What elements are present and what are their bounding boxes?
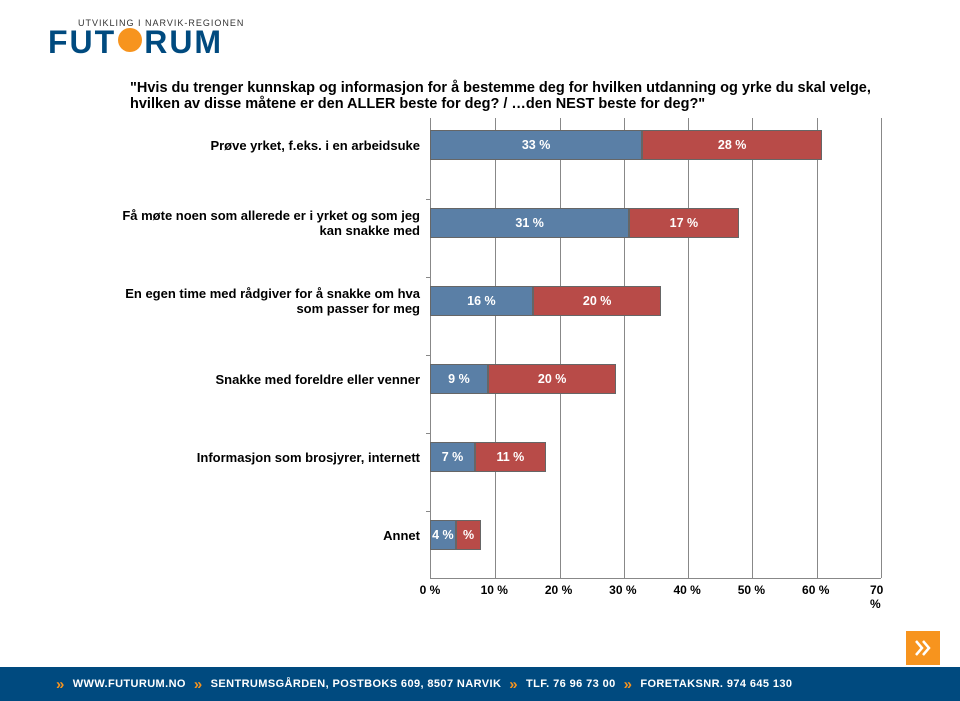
bar-group: 31 %17 % xyxy=(430,208,739,238)
footer-item: WWW.FUTURUM.NO xyxy=(73,678,186,690)
bar-segment: 20 % xyxy=(533,286,662,316)
chevron-right-icon: » xyxy=(194,677,203,692)
grid-line xyxy=(881,118,882,578)
grid-line xyxy=(817,118,818,578)
chevron-right-icon: » xyxy=(509,677,518,692)
x-axis-tick: 70 % xyxy=(870,583,890,611)
grid-line xyxy=(560,118,561,578)
category-label: Få møte noen som allerede er i yrket og … xyxy=(100,194,430,252)
nav-arrows xyxy=(906,631,940,665)
bar-segment: 20 % xyxy=(488,364,617,394)
logo-wordmark: FUT RUM xyxy=(48,28,244,57)
bar-segment: 33 % xyxy=(430,130,642,160)
x-axis-tick: 40 % xyxy=(673,583,700,597)
bar-segment: 9 % xyxy=(430,364,488,394)
footer-item: TLF. 76 96 73 00 xyxy=(526,678,616,690)
category-label: En egen time med rådgiver for å snakke o… xyxy=(100,272,430,330)
category-label: Snakke med foreldre eller venner xyxy=(100,350,430,408)
logo-orange-o-icon xyxy=(118,28,142,52)
bar-group: 7 %11 % xyxy=(430,442,546,472)
brand-logo: UTVIKLING I NARVIK-REGIONEN FUT RUM xyxy=(48,18,244,57)
footer-bar: » WWW.FUTURUM.NO » SENTRUMSGÅRDEN, POSTB… xyxy=(0,667,960,701)
category-label: Annet xyxy=(100,506,430,564)
chevron-right-icon: » xyxy=(624,677,633,692)
category-label: Informasjon som brosjyrer, internett xyxy=(100,428,430,486)
x-axis-tick: 50 % xyxy=(738,583,765,597)
footer-item: FORETAKSNR. 974 645 130 xyxy=(640,678,792,690)
grid-line xyxy=(495,118,496,578)
x-axis-tick: 30 % xyxy=(609,583,636,597)
chart-plot xyxy=(430,118,881,579)
bar-segment: 7 % xyxy=(430,442,475,472)
logo-word-pre: FUT xyxy=(48,28,116,57)
bar-segment: 28 % xyxy=(642,130,822,160)
chart-container: "Hvis du trenger kunnskap og informasjon… xyxy=(100,80,900,618)
bar-group: 4 %% xyxy=(430,520,481,550)
bar-segment: 11 % xyxy=(475,442,546,472)
logo-word-post: RUM xyxy=(144,28,223,57)
bar-group: 9 %20 % xyxy=(430,364,616,394)
x-axis-tick: 10 % xyxy=(481,583,508,597)
bar-segment: 16 % xyxy=(430,286,533,316)
grid-line xyxy=(688,118,689,578)
chart-plot-area: 0 % 10 % 20 % 30 % 40 % 50 % 60 % 70 % Prøve yrk… xyxy=(100,118,900,618)
double-chevron-right-icon xyxy=(913,638,933,658)
bar-segment: 17 % xyxy=(629,208,738,238)
bar-segment: 4 % xyxy=(430,520,456,550)
bar-group: 33 %28 % xyxy=(430,130,822,160)
x-axis-tick: 60 % xyxy=(802,583,829,597)
x-axis-tick: 0 % xyxy=(420,583,441,597)
chart-title: "Hvis du trenger kunnskap og informasjon… xyxy=(100,80,900,112)
bar-segment: % xyxy=(456,520,482,550)
x-axis-tick: 20 % xyxy=(545,583,572,597)
next-page-button[interactable] xyxy=(906,631,940,665)
chevron-right-icon: » xyxy=(56,677,65,692)
grid-line xyxy=(752,118,753,578)
grid-line xyxy=(624,118,625,578)
category-label: Prøve yrket, f.eks. i en arbeidsuke xyxy=(100,116,430,174)
bar-segment: 31 % xyxy=(430,208,629,238)
footer-item: SENTRUMSGÅRDEN, POSTBOKS 609, 8507 NARVI… xyxy=(211,678,502,690)
bar-group: 16 %20 % xyxy=(430,286,661,316)
